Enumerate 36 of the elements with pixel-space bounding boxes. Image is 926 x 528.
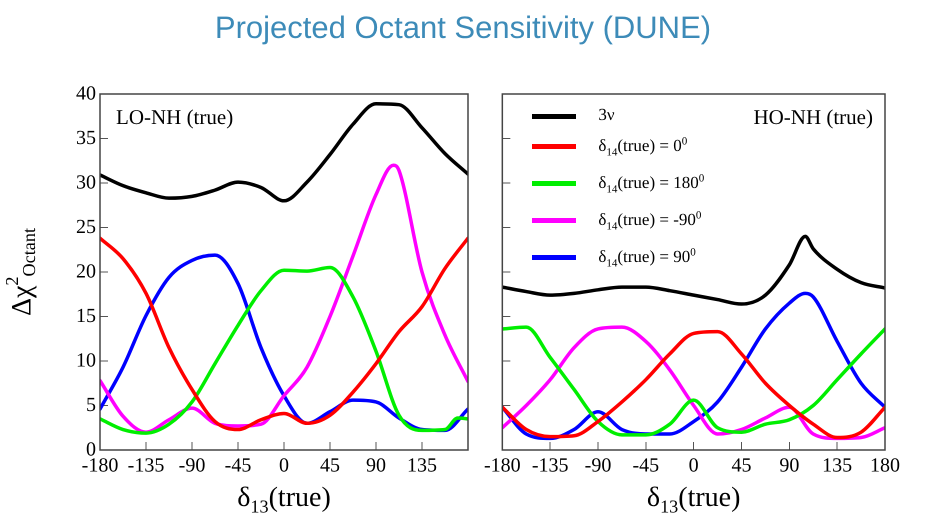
x-tick-label: 180 bbox=[870, 454, 900, 476]
y-tick-label: 5 bbox=[86, 394, 96, 416]
line-series bbox=[100, 163, 468, 434]
x-tick-label: -45 bbox=[632, 454, 660, 476]
x-tick-label: -135 bbox=[532, 454, 568, 476]
legend-label: δ$_{14}$(true) = 0$^{0}$ bbox=[598, 135, 688, 158]
x-axis-title: δ$_{13}$(true) bbox=[236, 482, 332, 518]
annotation: LO-NH (true) bbox=[116, 105, 234, 130]
x-tick-label: -45 bbox=[224, 454, 252, 476]
legend-label: δ$_{14}$(true) = 180$^{0}$ bbox=[598, 172, 704, 196]
x-tick-label: 135 bbox=[407, 454, 437, 476]
x-tick-label: -90 bbox=[584, 454, 612, 476]
x-tick-label: -135 bbox=[128, 454, 164, 476]
y-tick-label: 35 bbox=[76, 126, 96, 149]
x-tick-label: 90 bbox=[779, 454, 800, 476]
y-tick-label: 20 bbox=[76, 260, 96, 282]
x-tick-label: 45 bbox=[320, 454, 340, 476]
x-tick-label: 0 bbox=[688, 454, 699, 476]
x-tick-label: -90 bbox=[178, 454, 206, 476]
legend-label: δ$_{14}$(true) = -90$^{0}$ bbox=[598, 209, 702, 232]
chart-title: Projected Octant Sensitivity (DUNE) bbox=[214, 10, 712, 46]
x-tick-label: 90 bbox=[366, 454, 386, 476]
y-tick-label: 30 bbox=[76, 171, 96, 194]
y-tick-label: 40 bbox=[76, 82, 96, 104]
x-tick-label: -180 bbox=[484, 454, 521, 476]
y-tick-label: 25 bbox=[76, 216, 96, 238]
x-tick-label: 0 bbox=[279, 454, 289, 476]
x-tick-label: 45 bbox=[732, 454, 752, 476]
y-tick-label: 15 bbox=[76, 304, 96, 327]
x-axis-title: δ$_{13}$(true) bbox=[646, 482, 742, 518]
x-tick-label: 135 bbox=[822, 454, 852, 476]
y-tick-label: 10 bbox=[76, 349, 96, 372]
legend-label: 3ν bbox=[598, 105, 615, 124]
line-series bbox=[100, 102, 468, 203]
annotation: HO-NH (true) bbox=[753, 105, 873, 130]
legend-label: δ$_{14}$(true) = 90$^{0}$ bbox=[598, 246, 696, 270]
